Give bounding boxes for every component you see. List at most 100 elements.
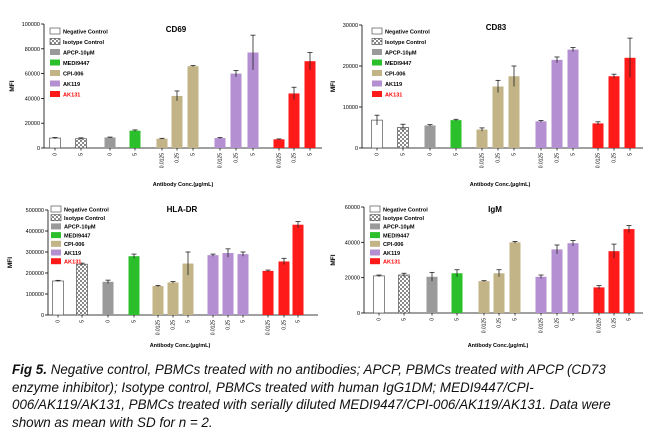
bar: [451, 273, 463, 313]
legend-swatch: [372, 70, 382, 76]
legend-swatch: [370, 223, 380, 230]
x-tick-label: 5: [454, 318, 460, 321]
y-tick-label: 60000: [345, 205, 360, 211]
bar: [426, 276, 438, 313]
bar: [214, 138, 226, 148]
legend-label: MEDI9447: [64, 233, 90, 239]
legend-swatch: [371, 27, 383, 35]
x-tick-label: 5: [453, 153, 459, 156]
panel-cd83: 0 10000 20000 30000 CD83 MFI Antibody Conc.(µg…: [330, 23, 643, 188]
x-tick-label: 0: [107, 153, 113, 156]
bar: [373, 275, 385, 314]
y-tick-label: 10000: [343, 105, 358, 111]
legend-label: Isotype Control: [64, 216, 105, 222]
legend-label: AK131: [63, 92, 80, 98]
y-tick-label: 0: [41, 313, 44, 319]
bar: [262, 270, 274, 315]
x-tick-label: 0.25: [225, 320, 231, 330]
legend-swatch: [372, 91, 382, 97]
legend-swatch: [372, 80, 382, 87]
y-tick-label: 100000: [26, 292, 44, 298]
bar: [398, 274, 410, 314]
x-tick-label: 0: [105, 320, 111, 323]
x-tick-label: 0.0125: [276, 153, 282, 169]
legend-label: AK131: [383, 260, 400, 266]
y-tick-label: 100000: [22, 22, 40, 28]
x-tick-label: 0.0125: [481, 318, 487, 334]
y-axis-label: MFI: [330, 254, 337, 265]
y-tick-label: 40000: [25, 96, 40, 102]
legend-label: APCP-10µM: [63, 50, 95, 56]
legend-swatch: [51, 223, 61, 230]
x-tick-label: 5: [401, 318, 407, 321]
x-tick-label: 0: [376, 318, 382, 321]
bar: [104, 137, 116, 148]
bar: [171, 95, 183, 148]
chart-title: HLA-DR: [167, 205, 198, 214]
legend-label: CPI-006: [64, 242, 85, 248]
bar: [508, 76, 520, 148]
bar: [567, 243, 579, 313]
x-tick-label: 0.0125: [595, 153, 601, 169]
x-tick-label: 0: [374, 153, 380, 156]
legend-swatch: [51, 249, 61, 256]
x-tick-label: 0.0125: [210, 320, 216, 336]
bar: [75, 138, 87, 149]
bar: [624, 57, 636, 148]
legend-label: MEDI9447: [385, 61, 411, 67]
x-tick-label: 0: [429, 318, 435, 321]
legend-label: CPI-006: [383, 242, 404, 248]
x-tick-label: 0.25: [554, 153, 560, 163]
legend-label: APCP-10µM: [383, 225, 415, 231]
legend-swatch: [51, 240, 61, 247]
x-tick-label: 0.25: [281, 320, 287, 330]
legend-label: CPI-006: [385, 71, 406, 77]
legend-swatch: [50, 59, 60, 66]
legend-label: Negative Control: [64, 207, 109, 213]
legend-label: MEDI9447: [383, 233, 409, 239]
x-tick-label: 0.0125: [217, 153, 223, 169]
bar: [304, 61, 316, 149]
bar: [230, 73, 242, 148]
x-tick-label: 0.0125: [596, 318, 602, 334]
y-axis-label: MFI: [330, 81, 337, 92]
bar: [273, 139, 285, 148]
panel-igm: 0 20000 40000 60000 IgM MFI Antibody Conc.(µg/…: [330, 205, 643, 349]
x-tick-label: 5: [78, 153, 84, 156]
bar: [152, 286, 164, 315]
legend-swatch: [370, 249, 380, 256]
y-tick-label: 60000: [25, 72, 40, 78]
chart-title: IgM: [488, 205, 502, 214]
legend-swatch: [370, 240, 380, 247]
bar: [535, 276, 547, 313]
legend-swatch: [49, 38, 61, 45]
x-tick-label: 0.0125: [538, 318, 544, 334]
legend-swatch: [369, 214, 381, 222]
bar: [102, 281, 114, 315]
y-tick-label: 0: [37, 146, 40, 152]
bar: [551, 249, 563, 313]
y-axis-label: MFI: [7, 257, 14, 268]
y-tick-label: 500000: [26, 208, 44, 214]
bar: [492, 86, 504, 148]
bar: [278, 261, 290, 315]
legend-swatch: [49, 27, 61, 35]
x-tick-label: 5: [400, 153, 406, 156]
legend-label: CPI-006: [63, 71, 84, 77]
y-tick-label: 200000: [26, 271, 44, 277]
x-axis-label: Antibody Conc.(µg/mL): [468, 343, 529, 349]
chart-title: CD69: [166, 25, 187, 34]
x-tick-label: 0: [52, 153, 58, 156]
bar: [292, 224, 304, 315]
bar: [493, 273, 505, 313]
x-tick-label: 0.25: [611, 153, 617, 163]
bar: [156, 138, 168, 148]
y-tick-label: 400000: [26, 229, 44, 235]
y-tick-label: 0: [355, 146, 358, 152]
legend-swatch: [372, 59, 382, 66]
bar: [608, 251, 620, 313]
legend-label: Isotype Control: [383, 216, 424, 222]
legend-swatch: [50, 205, 62, 213]
legend-label: Isotype Control: [63, 40, 104, 46]
